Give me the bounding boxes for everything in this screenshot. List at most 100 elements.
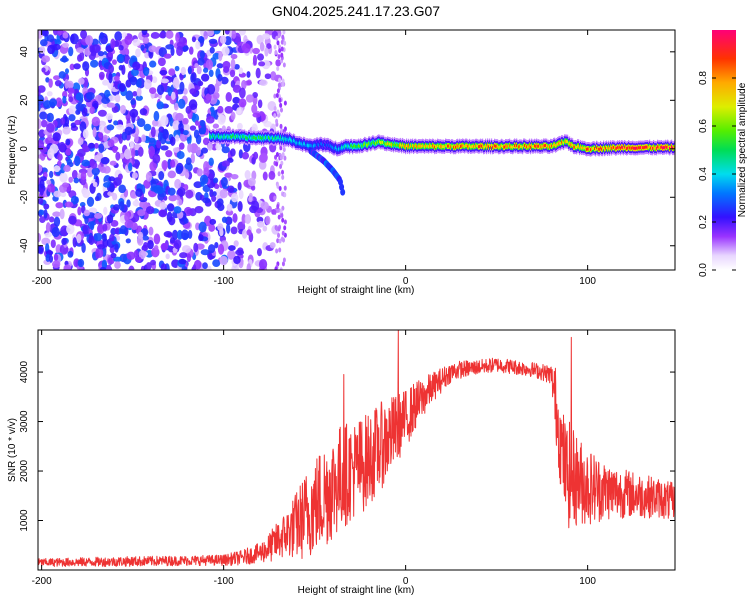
spectrogram-noise-cell	[257, 221, 265, 228]
spectrogram-noise-cell	[112, 192, 118, 201]
spectrogram-ridge-cell	[551, 144, 553, 148]
spectrogram-ridge-cell	[266, 136, 268, 140]
spectrogram-noise-cell	[281, 169, 285, 175]
spectrogram-ridge-cell	[645, 145, 647, 149]
spectrogram-ridge-cell	[227, 135, 229, 139]
spectrogram-ridge-cell	[270, 136, 272, 140]
spectrogram-ridge-cell	[498, 145, 500, 149]
spectrogram-noise-cell	[187, 143, 193, 153]
spectrogram-noise-cell	[88, 235, 95, 246]
spectrogram-ridge-cell	[567, 140, 569, 144]
spectrogram-ridge-cell	[649, 145, 651, 149]
spectrogram-noise-cell	[141, 235, 150, 241]
spectrogram-noise-cell	[167, 187, 176, 196]
spectrogram-ridge-cell	[445, 144, 447, 148]
spectrogram-noise-cell	[160, 78, 169, 84]
spectrogram-ridge-cell	[274, 137, 276, 141]
spectrogram-ridge-cell	[420, 144, 422, 148]
spectrogram-ridge-cell	[415, 144, 417, 148]
spectrogram-noise-cell	[190, 73, 195, 83]
spectrogram-noise-cell	[159, 69, 168, 76]
spectrogram-ridge-cell	[543, 143, 545, 147]
spectrogram-ridge-cell	[246, 136, 248, 140]
spectrogram-ridge-cell	[327, 143, 329, 147]
spectrogram-noise-cell	[86, 196, 95, 207]
spectrogram-ridge-cell	[471, 145, 473, 149]
spectrogram-noise-cell	[103, 182, 112, 188]
spectrogram-noise-cell	[135, 95, 143, 101]
spectrogram-noise-cell	[108, 95, 116, 102]
spectrogram-ridge-cell	[639, 146, 641, 150]
spectrogram-ridge-cell	[225, 135, 227, 139]
spectrogram-ridge-cell	[658, 145, 660, 149]
spectrogram-ridge-cell	[559, 141, 561, 145]
spectrogram-noise-cell	[209, 218, 217, 225]
spectrogram-ridge-cell	[528, 145, 530, 149]
spectrogram-noise-cell	[72, 237, 77, 248]
spectrogram-noise-cell	[137, 231, 144, 240]
spectrogram-ridge-cell	[673, 146, 675, 150]
spectrogram-ridge-cell	[351, 144, 353, 148]
spectrogram-ridge-cell	[459, 144, 461, 148]
spectrogram-noise-cell	[132, 200, 140, 207]
spectrogram-noise-cell	[140, 44, 145, 51]
spectrogram-noise-cell	[269, 242, 276, 249]
spectrogram-noise-cell	[217, 114, 226, 125]
spectrogram-noise-cell	[279, 267, 283, 270]
spectrogram-ridge-cell	[387, 141, 389, 145]
spectrogram-ridge-cell	[634, 146, 636, 150]
spectrogram-noise-cell	[175, 112, 184, 122]
spectrogram-noise-cell	[98, 125, 106, 134]
spectrogram-noise-cell	[178, 258, 187, 265]
spectrogram-noise-cell	[38, 197, 44, 205]
spectrogram-noise-cell	[181, 245, 191, 254]
spectrogram-ridge-cell	[561, 140, 563, 144]
spectrogram-noise-cell	[270, 71, 277, 81]
spectrogram-ridge-cell	[368, 142, 370, 146]
spectrogram-ridge-cell	[525, 144, 527, 148]
spectrogram-ridge-cell	[378, 139, 380, 143]
spectrogram-noise-cell	[185, 172, 190, 179]
spectrogram-noise-cell	[64, 78, 69, 89]
spectrogram-ridge-cell	[465, 144, 467, 148]
spectrogram-noise-cell	[129, 76, 138, 86]
spectrogram-noise-cell	[73, 63, 81, 70]
spectrogram-ridge-cell	[631, 146, 633, 150]
spectrogram-ridge-cell	[527, 145, 529, 149]
spectrogram-noise-cell	[92, 181, 98, 188]
spectrogram-noise-cell	[252, 54, 258, 66]
spectrogram-noise-cell	[77, 258, 85, 268]
spectrogram-ridge-cell	[268, 136, 270, 140]
spectrogram-noise-cell	[175, 165, 183, 175]
spectrogram-ridge-cell	[340, 146, 342, 150]
spectrogram-noise-cell	[260, 201, 269, 210]
spectrogram-ridge-cell	[473, 144, 475, 148]
spectrogram-noise-cell	[276, 88, 280, 94]
spectrogram-noise-cell	[198, 36, 205, 43]
spectrogram-noise-cell	[48, 98, 58, 107]
spectrogram-ridge-cell	[313, 144, 315, 148]
spectrogram-ridge-cell	[446, 144, 448, 148]
colorbar-tick-label: 0.0	[698, 263, 709, 277]
spectrogram-ridge-cell	[607, 147, 609, 151]
spectrogram-ridge-cell	[332, 146, 334, 150]
spectrogram-noise-cell	[47, 44, 56, 55]
spectrogram-ridge-cell	[630, 146, 632, 150]
spectrogram-ridge-cell	[386, 142, 388, 146]
spectrogram-noise-cell	[131, 112, 136, 124]
spectrogram-noise-cell	[64, 201, 74, 208]
spectrogram-ridge-cell	[272, 136, 274, 140]
spectrogram-ridge-cell	[374, 142, 376, 146]
spectrogram-noise-cell	[232, 213, 238, 223]
spectrogram-noise-cell	[143, 67, 150, 76]
spectrogram-ridge-cell	[397, 143, 399, 147]
spectrogram-ridge-cell	[392, 142, 394, 146]
spectrogram-ridge-cell	[441, 145, 443, 149]
spectrogram-noise-cell	[39, 179, 45, 189]
spectrogram-noise-cell	[281, 217, 285, 223]
spectrogram-ridge-cell	[663, 146, 665, 150]
spectrogram-noise-cell	[148, 226, 154, 236]
spectrogram-ridge-cell	[290, 138, 292, 142]
spectrogram-noise-cell	[208, 224, 216, 232]
spectrogram-noise-cell	[113, 75, 120, 82]
